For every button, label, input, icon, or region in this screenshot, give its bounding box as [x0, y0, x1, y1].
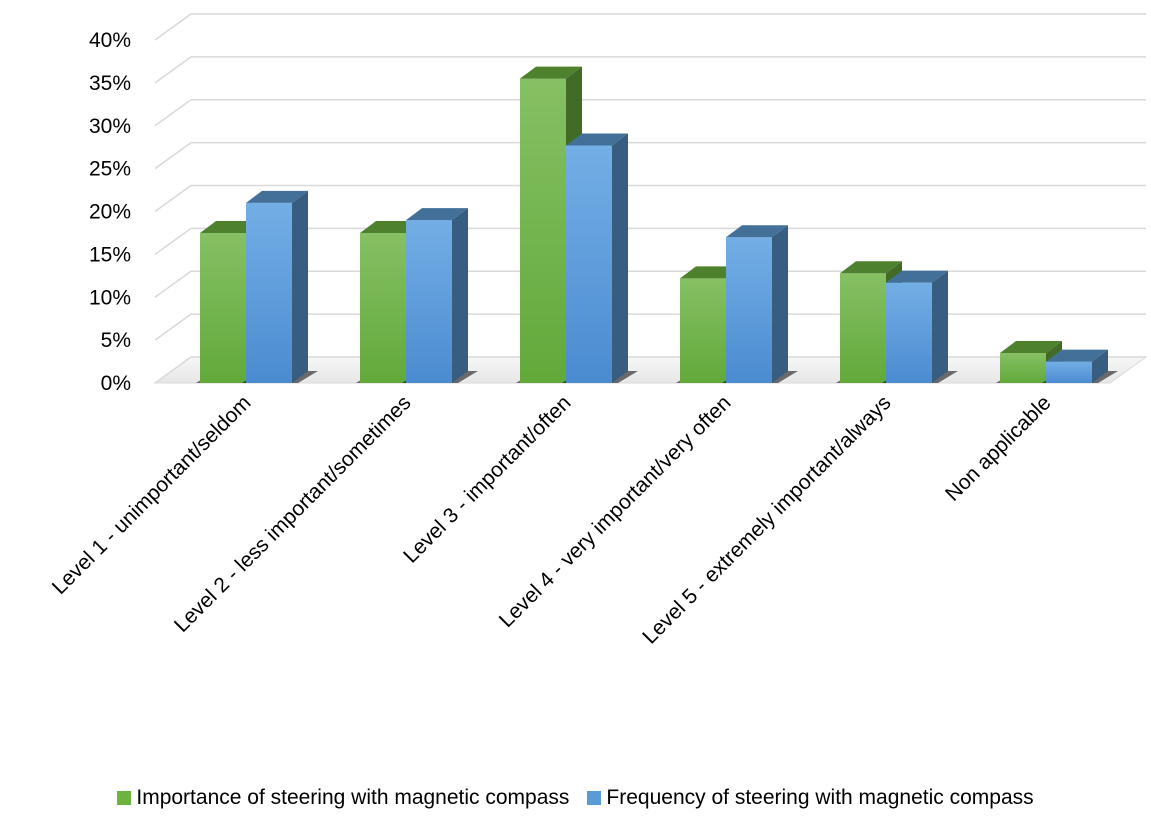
gridlines	[154, 13, 1146, 384]
gridline	[154, 270, 1146, 298]
y-tick-label: 0%	[101, 372, 131, 395]
bar-frequency	[562, 133, 638, 383]
bar-side	[292, 190, 308, 383]
y-tick-label: 5%	[101, 329, 131, 352]
y-tick-label: 15%	[89, 243, 131, 266]
gridline	[154, 13, 1146, 41]
gridline	[154, 184, 1146, 213]
legend-label-importance: Importance of steering with magnetic com…	[136, 786, 570, 809]
gridline	[154, 56, 1146, 84]
bar-top	[406, 208, 468, 221]
bar-front	[886, 282, 932, 383]
bar-front	[566, 145, 612, 383]
bar-side	[612, 133, 628, 383]
bar-front	[726, 237, 772, 383]
bar-front	[520, 78, 566, 384]
bar-frequency	[242, 190, 318, 383]
bar-frequency	[1042, 349, 1118, 383]
bar-front	[246, 202, 292, 383]
gridline	[154, 356, 1146, 384]
bar-top	[1000, 340, 1062, 353]
y-tick-label: 10%	[89, 286, 131, 309]
bar-frequency	[722, 225, 798, 383]
bar-top	[566, 133, 628, 146]
legend-item-frequency: Frequency of steering with magnetic comp…	[587, 786, 1034, 810]
bar-frequency	[882, 270, 958, 383]
bar-top	[246, 190, 308, 203]
legend-item-importance: Importance of steering with magnetic com…	[117, 786, 569, 810]
bar-side	[452, 208, 468, 383]
bar-front	[200, 232, 246, 383]
bar-top	[520, 66, 582, 79]
bar-top	[886, 270, 948, 283]
bar-top	[840, 261, 902, 274]
bar-front	[1000, 352, 1046, 383]
bar-side	[932, 270, 948, 383]
y-axis-tick-labels: 0% 5% 10% 15% 20% 25% 30% 35% 40%	[89, 29, 131, 395]
bar-top	[726, 225, 788, 238]
gridline	[154, 227, 1146, 255]
y-tick-label: 20%	[89, 201, 131, 224]
x-category-label: Level 5 - extremely important/always	[638, 391, 895, 648]
bar-front	[1046, 361, 1092, 383]
bar-frequency	[402, 208, 478, 383]
bar-top	[1046, 349, 1108, 362]
legend-swatch-importance	[117, 791, 132, 805]
x-category-label: Non applicable	[941, 391, 1056, 506]
legend-swatch-frequency	[587, 791, 602, 805]
bar-front	[840, 273, 886, 383]
y-tick-label: 30%	[89, 115, 131, 138]
bar-front	[406, 220, 452, 383]
legend-label-frequency: Frequency of steering with magnetic comp…	[606, 786, 1034, 809]
bar-front	[360, 232, 406, 383]
x-category-label: Level 3 - important/often	[399, 391, 575, 567]
gridline	[154, 141, 1146, 170]
y-tick-label: 40%	[89, 29, 131, 52]
gridline	[154, 313, 1146, 341]
y-tick-label: 35%	[89, 72, 131, 95]
gridline	[154, 99, 1146, 127]
bar-side	[1092, 349, 1108, 383]
legend: Importance of steering with magnetic com…	[0, 786, 1151, 810]
y-tick-label: 25%	[89, 158, 131, 181]
bars	[196, 66, 1118, 384]
bar-side	[772, 225, 788, 383]
bar-front	[680, 278, 726, 383]
